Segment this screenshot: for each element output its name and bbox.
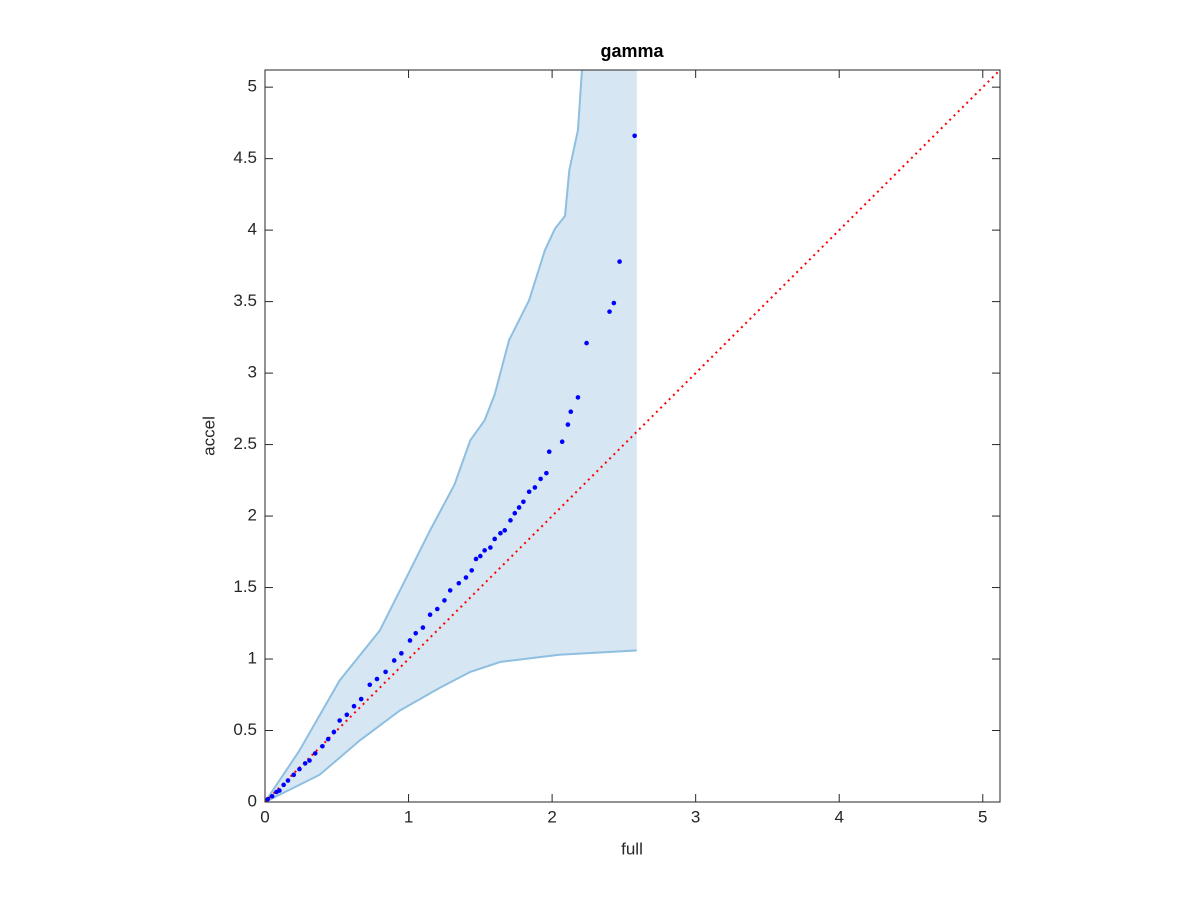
confidence-band <box>265 70 637 802</box>
data-point <box>413 630 419 636</box>
data-point <box>498 530 503 536</box>
data-point <box>367 682 373 688</box>
data-point <box>456 580 462 586</box>
data-point <box>538 476 543 482</box>
band-lower-edge <box>265 649 637 802</box>
data-point <box>473 556 479 562</box>
data-point <box>351 703 357 709</box>
data-point <box>434 606 440 612</box>
band-upper-edge <box>265 70 583 802</box>
data-point <box>611 300 617 306</box>
y-tick-label: 0 <box>248 791 257 810</box>
data-point <box>521 499 526 505</box>
data-point <box>269 793 275 799</box>
data-point <box>312 751 318 756</box>
data-point <box>383 669 388 675</box>
data-point <box>281 782 286 788</box>
data-point <box>492 536 497 542</box>
data-point <box>544 470 549 476</box>
y-tick-label: 3.5 <box>233 291 257 310</box>
data-point <box>291 772 297 778</box>
y-tick-label: 2 <box>248 506 257 525</box>
x-tick-label: 4 <box>834 807 843 826</box>
data-point <box>407 638 413 643</box>
data-point <box>427 612 433 618</box>
data-point <box>632 133 637 139</box>
x-tick-label: 1 <box>404 807 413 826</box>
x-tick-label: 0 <box>260 807 269 826</box>
y-tick-label: 0.5 <box>233 720 257 739</box>
data-point <box>307 758 312 763</box>
data-point <box>399 651 404 656</box>
y-tick-label: 4 <box>248 220 257 239</box>
data-point <box>463 575 469 580</box>
y-tick-label: 1 <box>248 649 257 668</box>
data-point <box>391 658 397 663</box>
data-point <box>331 729 337 735</box>
data-point <box>488 545 493 550</box>
y-tick-label: 2.5 <box>233 434 257 453</box>
y-tick-label: 1.5 <box>233 577 257 596</box>
data-point <box>285 778 291 783</box>
data-point <box>442 598 447 603</box>
data-point <box>265 796 271 802</box>
data-point <box>297 766 302 772</box>
data-point <box>420 625 426 630</box>
data-point <box>447 588 453 593</box>
data-point <box>320 743 325 749</box>
data-point <box>516 505 522 510</box>
data-point <box>358 696 364 702</box>
data-point <box>302 761 308 766</box>
data-point <box>546 449 552 455</box>
y-tick-label: 3 <box>248 363 257 382</box>
data-point <box>526 489 532 495</box>
y-tick-label: 4.5 <box>233 148 257 167</box>
data-point <box>532 485 538 490</box>
y-tick-label: 5 <box>248 77 257 96</box>
data-point <box>482 548 487 553</box>
plot-layer <box>265 70 1000 802</box>
data-point <box>325 736 331 742</box>
x-tick-label: 5 <box>978 807 987 826</box>
data-point <box>512 510 518 516</box>
data-point <box>565 422 571 427</box>
data-point <box>575 395 581 400</box>
data-point <box>277 788 282 793</box>
axes-box <box>264 69 1001 803</box>
data-point <box>478 553 483 559</box>
data-point <box>469 568 475 573</box>
data-point <box>344 712 350 718</box>
data-point <box>617 259 622 264</box>
data-point <box>337 718 342 723</box>
data-point <box>374 676 380 682</box>
chart-title: gamma <box>600 41 664 61</box>
data-point <box>607 309 612 314</box>
data-point <box>508 518 513 523</box>
x-axis-label: full <box>621 839 643 858</box>
x-tick-label: 3 <box>691 807 700 826</box>
data-point <box>502 528 508 533</box>
x-tick-label: 2 <box>547 807 556 826</box>
reference-line <box>265 70 1000 802</box>
data-point <box>568 409 574 414</box>
data-point <box>559 439 565 445</box>
y-axis-label: accel <box>199 416 218 456</box>
data-point <box>584 340 589 346</box>
